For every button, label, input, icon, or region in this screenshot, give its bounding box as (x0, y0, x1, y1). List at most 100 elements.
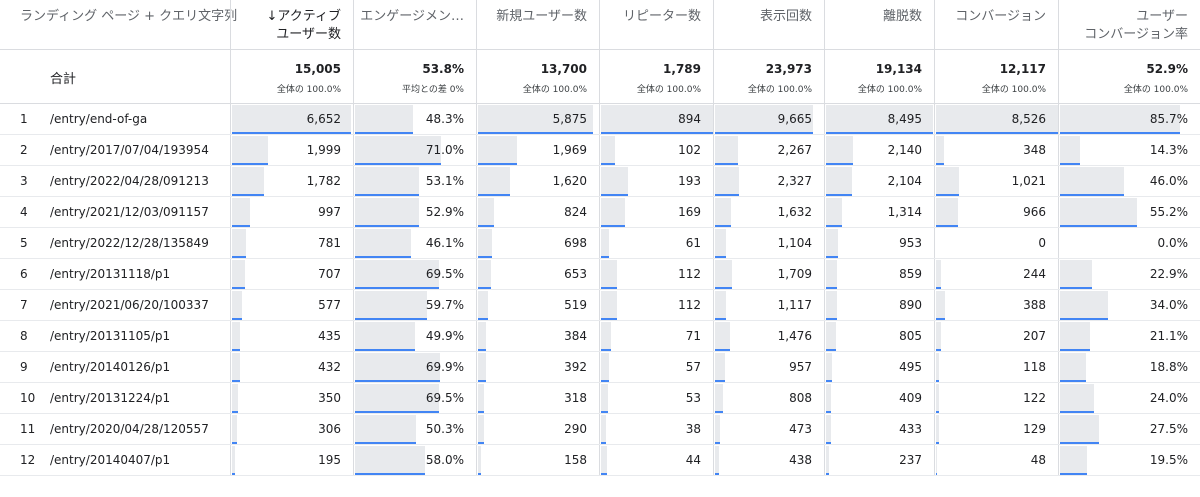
metric-value: 808 (789, 391, 812, 405)
metric-value: 1,632 (777, 205, 812, 219)
metric-value: 392 (564, 360, 587, 374)
total-value: 13,700 (540, 62, 587, 76)
metric-value: 0 (1038, 236, 1046, 250)
value-bar (826, 384, 831, 411)
metric-header-new-users[interactable]: 新規ユーザー数 (476, 0, 599, 50)
table-row[interactable]: 12/entry/20140407/p1 195 58.0% 158 44 438 237 4… (0, 445, 1200, 476)
value-bar (355, 136, 441, 163)
metric-header-line2: コンバージョン率 (1084, 27, 1188, 42)
landing-page-link[interactable]: /entry/20131105/p1 (50, 329, 171, 343)
metric-header-engagement[interactable]: エンゲージメン… (353, 0, 476, 50)
metric-value: 1,969 (552, 143, 587, 157)
value-bar-underline (355, 256, 411, 258)
landing-page-link[interactable]: /entry/20140126/p1 (50, 360, 171, 374)
value-bar-underline (601, 411, 608, 413)
table-row[interactable]: 2/entry/2017/07/04/193954 1,999 71.0% 1,969… (0, 135, 1200, 166)
value-bar-underline (601, 225, 625, 227)
table-row[interactable]: 5/entry/2022/12/28/135849 781 46.1% 698 61 1,… (0, 228, 1200, 259)
value-bar-underline (232, 194, 264, 196)
value-bar (355, 105, 413, 132)
value-bar (601, 229, 609, 256)
table-row[interactable]: 4/entry/2021/12/03/091157 997 52.9% 824 169 1… (0, 197, 1200, 228)
metric-header-returning-users[interactable]: リピーター数 (599, 0, 713, 50)
value-bar-underline (936, 225, 958, 227)
value-bar-underline (715, 318, 726, 320)
metric-value: 53 (685, 391, 701, 405)
metric-header-label: 表示回数 (759, 9, 812, 24)
landing-page-link[interactable]: /entry/2022/12/28/135849 (50, 236, 209, 250)
landing-page-link[interactable]: /entry/20131118/p1 (50, 267, 171, 281)
value-bar (601, 384, 608, 411)
landing-page-link[interactable]: /entry/2017/07/04/193954 (50, 143, 209, 157)
table-row[interactable]: 11/entry/2020/04/28/120557 306 50.3% 290 38 4… (0, 414, 1200, 445)
metric-value: 244 (1023, 267, 1046, 281)
value-bar-underline (478, 163, 517, 165)
value-bar-underline (715, 287, 732, 289)
metric-header-active-users[interactable]: ↓アクティブ ユーザー数 (230, 0, 353, 50)
value-bar (478, 260, 491, 287)
metric-value: 1,782 (306, 174, 341, 188)
metric-header-views[interactable]: 表示回数 (713, 0, 824, 50)
value-bar (826, 260, 837, 287)
total-value: 12,117 (999, 62, 1046, 76)
value-bar (478, 415, 484, 442)
landing-page-link[interactable]: /entry/2020/04/28/120557 (50, 422, 209, 436)
value-bar (826, 322, 836, 349)
metric-value: 306 (318, 422, 341, 436)
value-bar (478, 105, 593, 132)
value-bar (601, 415, 606, 442)
value-bar (936, 384, 939, 411)
total-subtext: 全体の 100.0% (981, 85, 1046, 95)
sort-desc-icon: ↓ (266, 9, 278, 24)
value-bar (826, 229, 838, 256)
landing-page-link[interactable]: /entry/2022/04/28/091213 (50, 174, 209, 188)
metric-value: 2,327 (777, 174, 812, 188)
metric-value: 193 (678, 174, 701, 188)
value-bar (1060, 260, 1092, 287)
value-bar (232, 105, 351, 132)
value-bar (601, 322, 611, 349)
dimension-header[interactable]: ランディング ページ + クエリ文字列 (0, 0, 237, 50)
landing-page-link[interactable]: /entry/20140407/p1 (50, 453, 171, 467)
table-row[interactable]: 6/entry/20131118/p1 707 69.5% 653 112 1,709 85… (0, 259, 1200, 290)
landing-page-link[interactable]: /entry/20131224/p1 (50, 391, 171, 405)
total-value: 23,973 (765, 62, 812, 76)
value-bar-underline (936, 287, 941, 289)
value-bar-underline (826, 132, 933, 134)
table-row[interactable]: 3/entry/2022/04/28/091213 1,782 53.1% 1,620… (0, 166, 1200, 197)
value-bar-underline (1060, 287, 1092, 289)
value-bar (355, 415, 416, 442)
value-bar-underline (232, 411, 238, 413)
table-row[interactable]: 1/entry/end-of-ga 6,652 48.3% 5,875 894 9,665… (0, 104, 1200, 135)
landing-page-link[interactable]: /entry/2021/12/03/091157 (50, 205, 209, 219)
value-bar (715, 198, 731, 225)
table-row[interactable]: 10/entry/20131224/p1 350 69.5% 318 53 808 409 1… (0, 383, 1200, 414)
value-bar-underline (826, 473, 829, 475)
value-bar (232, 446, 235, 473)
metric-header-user-conversion-rate[interactable]: ユーザー コンバージョン率 (1058, 0, 1200, 50)
metric-header-exits[interactable]: 離脱数 (824, 0, 934, 50)
value-bar (232, 260, 245, 287)
total-subtext: 全体の 100.0% (522, 85, 587, 95)
value-bar (715, 384, 723, 411)
value-bar-underline (826, 349, 836, 351)
report-table: ランディング ページ + クエリ文字列 ↓アクティブ ユーザー数 エンゲージメン… (0, 0, 1200, 476)
metric-value: 953 (899, 236, 922, 250)
table-row[interactable]: 9/entry/20140126/p1 432 69.9% 392 57 957 495 11… (0, 352, 1200, 383)
value-bar-underline (715, 473, 719, 475)
table-row[interactable]: 7/entry/2021/06/20/100337 577 59.7% 519 112 1… (0, 290, 1200, 321)
landing-page-link[interactable]: /entry/2021/06/20/100337 (50, 298, 209, 312)
metric-value: 5,875 (552, 112, 587, 126)
table-row[interactable]: 8/entry/20131105/p1 435 49.9% 384 71 1,476 805… (0, 321, 1200, 352)
metric-value: 1,104 (777, 236, 812, 250)
total-subtext: 全体の 100.0% (747, 85, 812, 95)
metric-value: 2,140 (887, 143, 922, 157)
metric-value: 169 (678, 205, 701, 219)
value-bar-underline (936, 194, 959, 196)
value-bar-underline (232, 132, 351, 134)
metric-header-conversions[interactable]: コンバージョン (934, 0, 1058, 50)
value-bar (936, 136, 944, 163)
value-bar-underline (936, 411, 939, 413)
landing-page-link[interactable]: /entry/end-of-ga (50, 112, 148, 126)
total-subtext: 平均との差 0% (401, 85, 464, 95)
